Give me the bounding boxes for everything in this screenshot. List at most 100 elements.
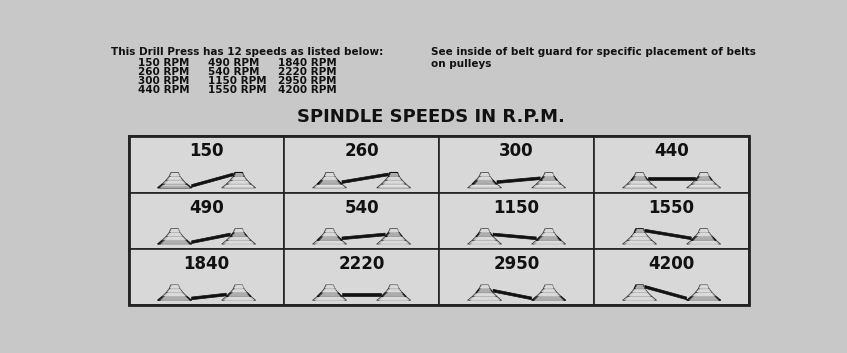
Polygon shape (222, 184, 256, 188)
Text: 300 RPM: 300 RPM (138, 76, 190, 86)
Polygon shape (377, 184, 411, 188)
Polygon shape (342, 233, 385, 240)
Polygon shape (230, 176, 247, 180)
Bar (594, 249, 749, 305)
Text: 4200: 4200 (649, 255, 695, 273)
Polygon shape (166, 289, 183, 293)
Polygon shape (162, 293, 187, 297)
Text: 150: 150 (190, 143, 224, 161)
Polygon shape (691, 293, 716, 297)
Polygon shape (191, 233, 230, 244)
Polygon shape (162, 237, 187, 240)
Polygon shape (695, 289, 712, 293)
Text: 1150: 1150 (494, 199, 540, 217)
Polygon shape (627, 293, 652, 297)
Text: 2950: 2950 (494, 255, 540, 273)
Polygon shape (191, 173, 233, 187)
Bar (129, 136, 284, 192)
Polygon shape (472, 293, 497, 297)
Polygon shape (169, 173, 180, 176)
Polygon shape (645, 229, 691, 240)
Polygon shape (540, 233, 557, 237)
Polygon shape (479, 229, 490, 233)
Text: 260: 260 (345, 143, 379, 161)
Polygon shape (645, 286, 687, 300)
Polygon shape (493, 289, 532, 300)
Polygon shape (233, 285, 244, 289)
Polygon shape (540, 289, 557, 293)
Polygon shape (321, 289, 338, 293)
Polygon shape (313, 240, 346, 244)
Bar (284, 192, 439, 249)
Polygon shape (321, 176, 338, 180)
Polygon shape (536, 293, 561, 297)
Polygon shape (695, 176, 712, 180)
Polygon shape (634, 173, 645, 176)
Polygon shape (540, 176, 557, 180)
Polygon shape (158, 297, 191, 300)
Text: 1150 RPM: 1150 RPM (208, 76, 267, 86)
Polygon shape (381, 293, 406, 297)
Polygon shape (648, 177, 695, 180)
Polygon shape (687, 184, 721, 188)
Text: 540 RPM: 540 RPM (208, 67, 260, 77)
Polygon shape (543, 229, 554, 233)
Polygon shape (317, 293, 342, 297)
Bar (129, 192, 284, 249)
Polygon shape (222, 240, 256, 244)
Polygon shape (468, 184, 501, 188)
Polygon shape (324, 285, 335, 289)
Bar (439, 249, 594, 305)
Polygon shape (698, 229, 709, 233)
Text: 1840 RPM: 1840 RPM (278, 58, 336, 68)
Bar (284, 249, 439, 305)
Polygon shape (388, 285, 399, 289)
Polygon shape (385, 289, 402, 293)
Polygon shape (226, 180, 251, 184)
Polygon shape (472, 237, 497, 240)
Polygon shape (623, 297, 656, 300)
Polygon shape (536, 180, 561, 184)
Polygon shape (472, 180, 497, 184)
Polygon shape (317, 180, 342, 184)
Polygon shape (493, 233, 536, 240)
Polygon shape (691, 180, 716, 184)
Text: 1550: 1550 (649, 199, 695, 217)
Text: 150 RPM: 150 RPM (138, 58, 190, 68)
Polygon shape (377, 240, 411, 244)
Polygon shape (226, 293, 251, 297)
Polygon shape (698, 173, 709, 176)
Polygon shape (313, 297, 346, 300)
Polygon shape (377, 297, 411, 300)
Polygon shape (230, 289, 247, 293)
Polygon shape (634, 285, 645, 289)
Polygon shape (169, 229, 180, 233)
Polygon shape (321, 233, 338, 237)
Polygon shape (476, 233, 493, 237)
Polygon shape (479, 285, 490, 289)
Polygon shape (388, 173, 399, 176)
Text: 260 RPM: 260 RPM (138, 67, 190, 77)
Polygon shape (627, 237, 652, 240)
Polygon shape (324, 229, 335, 233)
Bar (439, 192, 594, 249)
Polygon shape (342, 173, 388, 184)
Bar (594, 192, 749, 249)
Text: 440: 440 (654, 143, 689, 161)
Polygon shape (532, 240, 566, 244)
Polygon shape (342, 293, 381, 296)
Polygon shape (687, 297, 721, 300)
Bar (129, 136, 749, 305)
Polygon shape (191, 293, 226, 300)
Polygon shape (388, 229, 399, 233)
Polygon shape (233, 173, 244, 176)
Text: 1550 RPM: 1550 RPM (208, 85, 267, 95)
Polygon shape (226, 237, 251, 240)
Bar (284, 136, 439, 192)
Text: 540: 540 (345, 199, 379, 217)
Bar (439, 136, 594, 192)
Text: SPINDLE SPEEDS IN R.P.M.: SPINDLE SPEEDS IN R.P.M. (297, 108, 565, 126)
Polygon shape (230, 233, 247, 237)
Polygon shape (695, 233, 712, 237)
Bar (594, 136, 749, 192)
